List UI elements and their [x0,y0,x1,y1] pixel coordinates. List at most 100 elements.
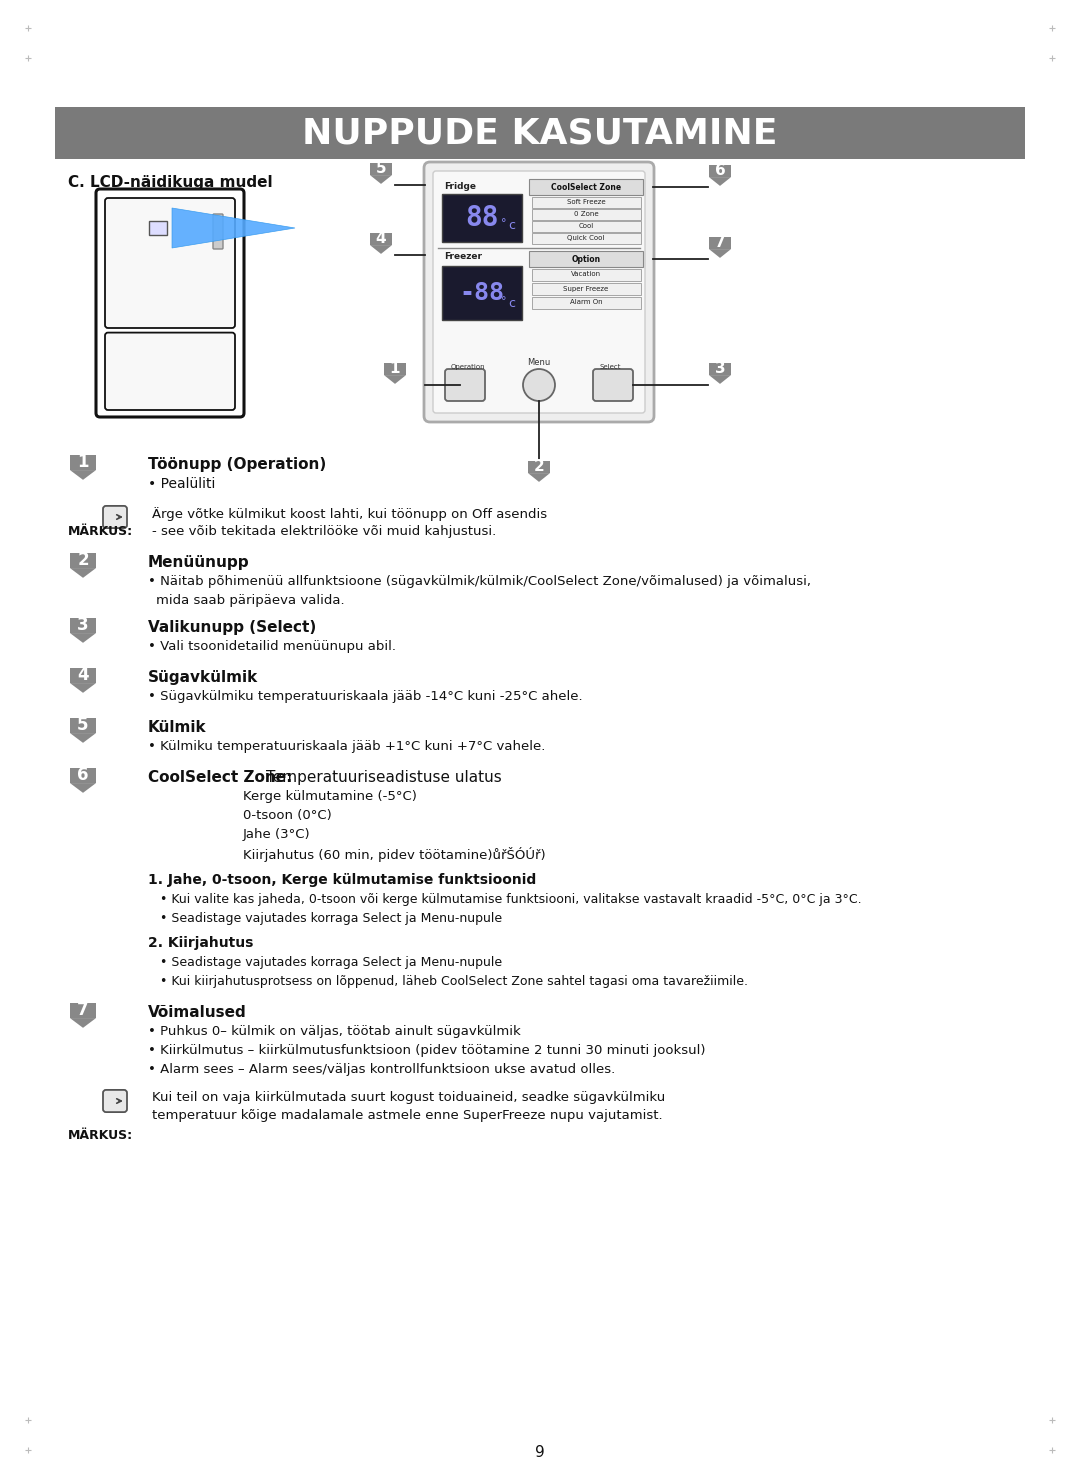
Text: Option: Option [571,254,600,263]
Text: Select: Select [599,364,621,370]
Text: CoolSelect Zone: CoolSelect Zone [551,182,621,192]
FancyBboxPatch shape [529,251,643,268]
Polygon shape [172,208,295,248]
Text: Sügavkülmik: Sügavkülmik [148,670,258,684]
Polygon shape [384,375,406,384]
Text: Operation: Operation [450,364,485,370]
Text: 3: 3 [77,616,89,634]
Text: • Kiirkülmutus – kiirkülmutusfunktsioon (pidev töötamine 2 tunni 30 minuti jooks: • Kiirkülmutus – kiirkülmutusfunktsioon … [148,1043,705,1057]
Bar [70,618,96,633]
Bar [70,455,96,470]
Polygon shape [70,1018,96,1027]
Text: 5: 5 [78,715,89,733]
Text: 7: 7 [715,235,726,250]
Text: Menu: Menu [527,358,551,367]
Text: 5: 5 [376,161,387,176]
Text: 9: 9 [535,1445,545,1460]
Text: 1: 1 [78,452,89,471]
FancyBboxPatch shape [96,189,244,417]
Bar [70,668,96,683]
FancyBboxPatch shape [531,269,640,281]
Text: Vacation: Vacation [571,272,602,278]
Bar [708,166,731,177]
Bar [708,236,731,250]
Text: CoolSelect Zone:: CoolSelect Zone: [148,770,293,785]
Text: • Seadistage vajutades korraga Select ja Menu-nupule: • Seadistage vajutades korraga Select ja… [160,956,502,970]
Bar [370,234,392,245]
Text: °: ° [501,296,507,306]
Text: NUPPUDE KASUTAMINE: NUPPUDE KASUTAMINE [302,115,778,149]
FancyBboxPatch shape [531,282,640,294]
Text: • Alarm sees – Alarm sees/väljas kontrollfunktsioon ukse avatud olles.: • Alarm sees – Alarm sees/väljas kontrol… [148,1063,616,1076]
Text: • Seadistage vajutades korraga Select ja Menu-nupule: • Seadistage vajutades korraga Select ja… [160,912,502,925]
Bar [370,163,392,174]
Bar [70,769,96,783]
FancyBboxPatch shape [105,333,235,409]
Text: Kui teil on vaja kiirkülmutada suurt kogust toiduaineid, seadke sügavkülmiku: Kui teil on vaja kiirkülmutada suurt kog… [152,1091,665,1104]
Text: 0-tsoon (0°C): 0-tsoon (0°C) [243,808,332,822]
FancyBboxPatch shape [529,179,643,195]
FancyBboxPatch shape [445,370,485,401]
Text: Võimalused: Võimalused [148,1005,246,1020]
Text: Kerge külmutamine (-5°C): Kerge külmutamine (-5°C) [243,791,417,803]
Text: 2. Kiirjahutus: 2. Kiirjahutus [148,936,254,950]
FancyBboxPatch shape [531,232,640,244]
Text: 2: 2 [77,551,89,569]
Text: 4: 4 [376,231,387,245]
Text: temperatuur kõige madalamale astmele enne SuperFreeze nupu vajutamist.: temperatuur kõige madalamale astmele enn… [152,1108,663,1122]
Text: 1. Jahe, 0-tsoon, Kerge külmutamise funktsioonid: 1. Jahe, 0-tsoon, Kerge külmutamise funk… [148,873,537,887]
Text: 7: 7 [77,1001,89,1018]
Text: Jahe (3°C): Jahe (3°C) [243,828,311,841]
Text: • Kui kiirjahutusprotsess on lõppenud, läheb CoolSelect Zone sahtel tagasi oma t: • Kui kiirjahutusprotsess on lõppenud, l… [160,975,748,987]
Polygon shape [70,633,96,643]
Text: • Sügavkülmiku temperatuuriskaala jääb -14°C kuni -25°C ahele.: • Sügavkülmiku temperatuuriskaala jääb -… [148,690,582,704]
Polygon shape [70,733,96,743]
Bar [149,222,167,235]
Text: • Kui valite kas jaheda, 0-tsoon või kerge külmutamise funktsiooni, valitakse va: • Kui valite kas jaheda, 0-tsoon või ker… [160,893,862,906]
FancyBboxPatch shape [531,208,640,220]
Text: C. LCD-näidikuga mudel: C. LCD-näidikuga mudel [68,174,272,191]
Bar [55,106,1025,160]
Text: 1: 1 [390,361,401,375]
Bar [442,266,522,321]
Polygon shape [528,473,550,482]
Text: • Puhkus 0– külmik on väljas, töötab ainult sügavkülmik: • Puhkus 0– külmik on väljas, töötab ain… [148,1026,521,1038]
Text: -88: -88 [459,281,504,304]
Bar [708,364,731,375]
Polygon shape [370,174,392,183]
Text: Valikunupp (Select): Valikunupp (Select) [148,619,316,636]
Bar [70,718,96,733]
Text: c: c [509,219,515,232]
Text: 0 Zone: 0 Zone [573,211,598,217]
Text: 2: 2 [534,460,544,474]
Text: - see võib tekitada elektrilööke või muid kahjustusi.: - see võib tekitada elektrilööke või mui… [152,525,496,538]
FancyBboxPatch shape [433,171,645,412]
Bar [442,194,522,242]
Text: Fridge: Fridge [444,182,476,191]
Text: Kiirjahutus (60 min, pidev töötamine)ůřŠÓÚř): Kiirjahutus (60 min, pidev töötamine)ůřŠ… [243,847,545,862]
Text: Super Freeze: Super Freeze [564,285,609,291]
Text: 6: 6 [715,163,726,177]
FancyBboxPatch shape [531,297,640,309]
Polygon shape [708,250,731,257]
Text: Külmik: Külmik [148,720,206,735]
Polygon shape [70,683,96,693]
Polygon shape [70,470,96,480]
Text: c: c [509,297,515,310]
Text: Ärge võtke külmikut koost lahti, kui töönupp on Off asendis: Ärge võtke külmikut koost lahti, kui töö… [152,507,548,520]
Text: • Vali tsoonidetailid menüünupu abil.: • Vali tsoonidetailid menüünupu abil. [148,640,396,653]
Text: • Külmiku temperatuuriskaala jääb +1°C kuni +7°C vahele.: • Külmiku temperatuuriskaala jääb +1°C k… [148,740,545,752]
Circle shape [523,370,555,401]
Text: MÄRKUS:: MÄRKUS: [68,1129,133,1142]
Text: Menüünupp: Menüünupp [148,556,249,571]
Text: Cool: Cool [579,223,594,229]
Polygon shape [70,783,96,792]
FancyBboxPatch shape [593,370,633,401]
Text: • Näitab põhimenüü allfunktsioone (sügavkülmik/külmik/CoolSelect Zone/võimalused: • Näitab põhimenüü allfunktsioone (sügav… [148,575,811,588]
FancyBboxPatch shape [105,198,235,328]
Text: Temperatuuriseadistuse ulatus: Temperatuuriseadistuse ulatus [266,770,502,785]
Text: • Pealüliti: • Pealüliti [148,477,215,491]
FancyBboxPatch shape [531,220,640,232]
Text: Freezer: Freezer [444,253,482,262]
FancyBboxPatch shape [531,197,640,207]
